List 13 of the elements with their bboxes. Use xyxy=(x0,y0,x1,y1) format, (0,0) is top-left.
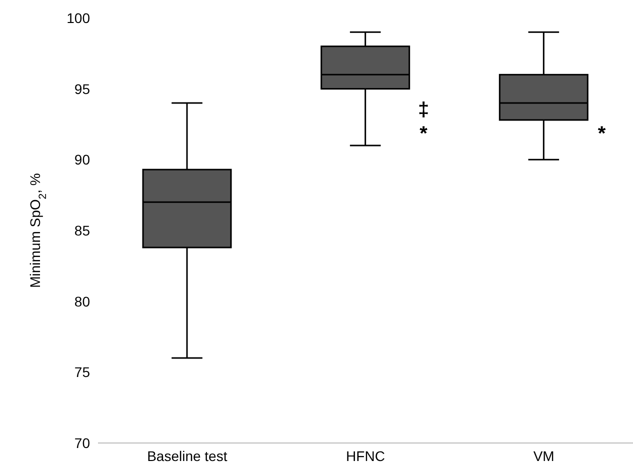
x-tick-label: Baseline test xyxy=(147,448,228,464)
annotation: ‡ xyxy=(418,99,430,122)
y-tick-label: 70 xyxy=(74,434,90,451)
y-tick-label: 80 xyxy=(74,293,90,310)
y-tick-label: 100 xyxy=(66,10,90,26)
x-tick-label: HFNC xyxy=(346,448,385,464)
annotation: * xyxy=(420,123,428,146)
x-tick-label: VM xyxy=(533,448,554,464)
annotation: * xyxy=(598,123,606,146)
y-tick-label: 75 xyxy=(74,364,90,380)
y-tick-label: 85 xyxy=(74,222,90,238)
y-tick-label: 95 xyxy=(74,80,90,97)
y-tick-label: 90 xyxy=(74,152,90,168)
